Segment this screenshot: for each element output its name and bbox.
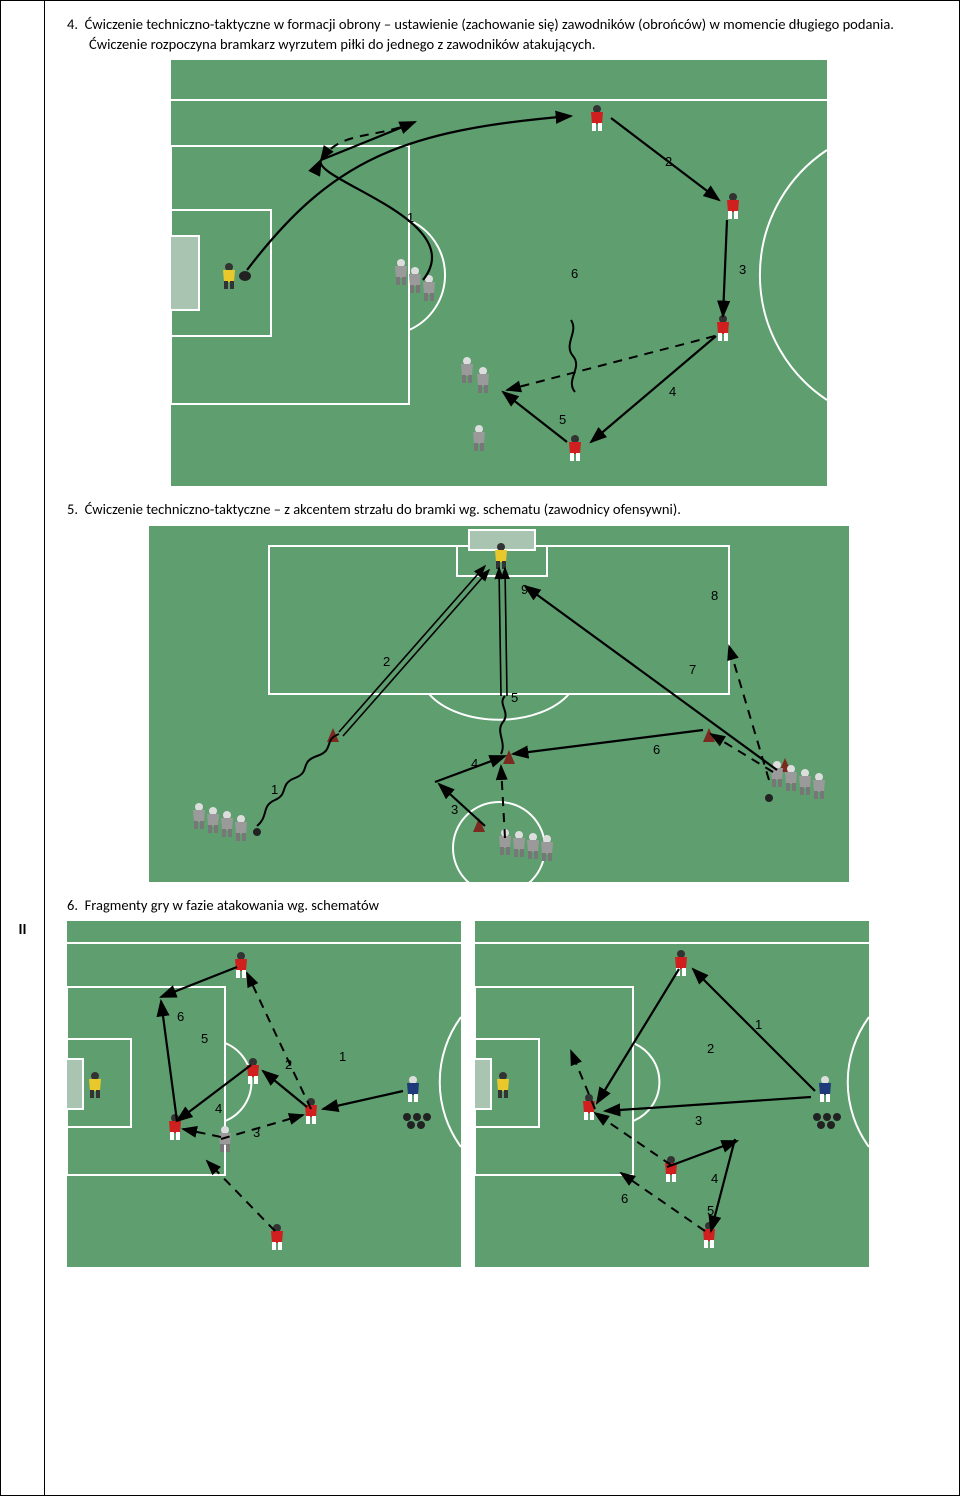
svg-text:6: 6 bbox=[177, 1009, 184, 1024]
svg-text:6: 6 bbox=[621, 1191, 628, 1206]
svg-text:5: 5 bbox=[511, 690, 518, 705]
exercise-6-text: 6. Fragmenty gry w fazie atakowania wg. … bbox=[67, 896, 931, 916]
svg-text:3: 3 bbox=[739, 262, 746, 277]
diagram-1: 1 2 3 4 5 6 bbox=[171, 60, 827, 486]
svg-text:4: 4 bbox=[711, 1171, 718, 1186]
diagram-3-row: 1 2 3 4 5 6 bbox=[67, 921, 931, 1267]
svg-text:1: 1 bbox=[407, 210, 414, 225]
svg-text:8: 8 bbox=[711, 588, 718, 603]
svg-text:9: 9 bbox=[521, 582, 528, 597]
exercise-item-4: 4. Ćwiczenie techniczno-taktyczne w form… bbox=[67, 15, 931, 486]
svg-text:3: 3 bbox=[451, 802, 458, 817]
svg-text:2: 2 bbox=[383, 654, 390, 669]
page-frame: II 4. Ćwiczenie techniczno-taktyczne w f… bbox=[0, 0, 960, 1496]
svg-text:4: 4 bbox=[471, 756, 478, 771]
diagram-3b: 1 2 3 4 5 6 bbox=[475, 921, 869, 1267]
content-column: 4. Ćwiczenie techniczno-taktyczne w form… bbox=[45, 1, 959, 1495]
svg-text:4: 4 bbox=[669, 384, 676, 399]
svg-text:7: 7 bbox=[689, 662, 696, 677]
phase-column: II bbox=[1, 1, 45, 1495]
exercise-item-6: 6. Fragmenty gry w fazie atakowania wg. … bbox=[67, 896, 931, 1268]
exercise-5-text: 5. Ćwiczenie techniczno-taktyczne – z ak… bbox=[67, 500, 931, 520]
exercise-4-text: 4. Ćwiczenie techniczno-taktyczne w form… bbox=[67, 15, 931, 54]
svg-text:2: 2 bbox=[707, 1041, 714, 1056]
svg-text:6: 6 bbox=[653, 742, 660, 757]
svg-text:5: 5 bbox=[559, 412, 566, 427]
svg-text:6: 6 bbox=[571, 266, 578, 281]
svg-text:3: 3 bbox=[253, 1125, 260, 1140]
svg-text:2: 2 bbox=[285, 1057, 292, 1072]
svg-text:5: 5 bbox=[201, 1031, 208, 1046]
exercise-item-5: 5. Ćwiczenie techniczno-taktyczne – z ak… bbox=[67, 500, 931, 882]
diagram-3a: 1 2 3 4 5 6 bbox=[67, 921, 461, 1267]
svg-text:5: 5 bbox=[707, 1203, 714, 1218]
diagram-2: 1 2 3 4 5 6 7 8 9 bbox=[149, 526, 849, 882]
svg-text:1: 1 bbox=[271, 782, 278, 797]
svg-text:4: 4 bbox=[215, 1101, 222, 1116]
svg-text:2: 2 bbox=[665, 154, 672, 169]
svg-text:3: 3 bbox=[695, 1113, 702, 1128]
phase-label: II bbox=[1, 921, 44, 939]
svg-text:1: 1 bbox=[755, 1017, 762, 1032]
svg-text:1: 1 bbox=[339, 1049, 346, 1064]
